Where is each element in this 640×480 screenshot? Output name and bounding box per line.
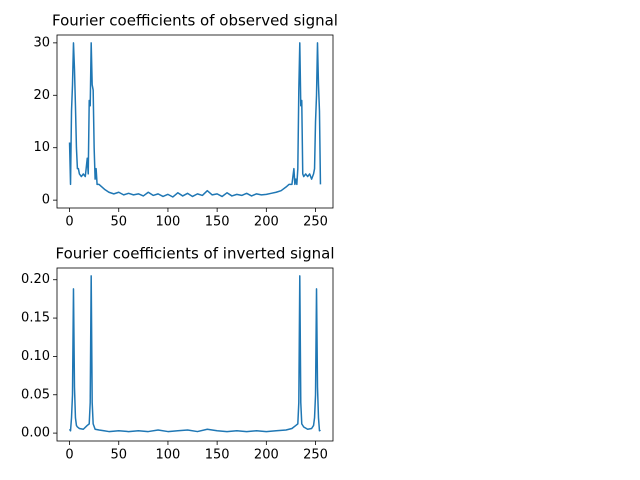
y-tick-label: 20 xyxy=(33,88,50,103)
y-tick-label: 0.20 xyxy=(21,272,50,287)
x-tick-label: 50 xyxy=(110,448,127,463)
x-tick-label: 200 xyxy=(254,215,279,230)
y-tick-label: 0 xyxy=(42,193,50,208)
y-tick-label: 0.10 xyxy=(21,349,50,364)
axes-frame xyxy=(56,267,334,442)
axes-frame xyxy=(56,34,334,209)
x-tick-label: 0 xyxy=(65,215,73,230)
x-tick-label: 150 xyxy=(205,215,230,230)
x-tick-label: 50 xyxy=(110,215,127,230)
y-tick-label: 0.00 xyxy=(21,426,50,441)
x-tick-label: 200 xyxy=(254,448,279,463)
y-tick-label: 10 xyxy=(33,140,50,155)
x-tick-label: 250 xyxy=(303,448,328,463)
x-tick-label: 100 xyxy=(156,448,181,463)
line xyxy=(68,42,322,198)
chart-title: Fourier coefficients of inverted signal xyxy=(56,245,335,263)
y-tick-label: 30 xyxy=(33,35,50,50)
y-tick-label: 0.05 xyxy=(21,387,50,402)
x-tick-label: 250 xyxy=(303,215,328,230)
line xyxy=(68,275,321,433)
x-tick-label: 150 xyxy=(205,448,230,463)
x-tick-label: 0 xyxy=(65,448,73,463)
y-tick-label: 0.15 xyxy=(21,311,50,326)
chart-title: Fourier coefficients of observed signal xyxy=(52,12,338,30)
x-tick-label: 100 xyxy=(156,215,181,230)
